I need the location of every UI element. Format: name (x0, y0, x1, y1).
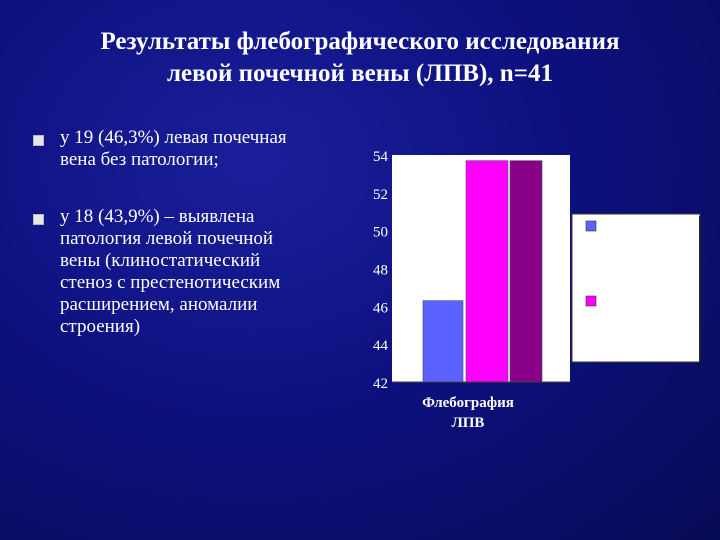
square-bullet-icon (33, 135, 44, 146)
bullet-line: расширением, аномалии (60, 294, 258, 315)
bullet-list: у 19 (46,3%) левая почечная вена без пат… (30, 127, 360, 338)
slide-title: Результаты флебографического исследовани… (40, 26, 680, 90)
bar (422, 300, 464, 383)
y-tick-label: 54 (373, 149, 389, 165)
bar (465, 160, 509, 383)
bullet-line: стеноз с престенотическим (60, 272, 281, 293)
bar (509, 160, 543, 383)
y-tick-label: 44 (373, 338, 389, 354)
y-tick-label: 42 (373, 376, 388, 392)
y-tick-label: 48 (373, 263, 388, 279)
title-line-2: левой почечной вены (ЛПВ), n=41 (167, 60, 553, 87)
bullet-line: строения) (60, 316, 141, 337)
title-line-1: Результаты флебографического исследовани… (100, 28, 620, 55)
y-tick-label: 52 (373, 187, 388, 203)
square-bullet-icon (33, 214, 44, 225)
bullet-line: у 19 (46,3%) левая почечная (60, 127, 287, 148)
bullet-line: вена без патологии; (60, 149, 219, 170)
bullet-item-normal: у 19 (46,3%) левая почечная вена без пат… (30, 127, 360, 171)
bullet-line: патология левой почечной (60, 228, 274, 249)
bullet-item-pathology: у 18 (43,9%) – выявлена патология левой … (30, 206, 360, 338)
legend-box (571, 213, 701, 363)
legend-label: Патология (600, 294, 668, 309)
legend-label: ЛПВ без (600, 219, 653, 234)
legend-swatch (585, 220, 597, 232)
legend-label: стей (600, 253, 627, 268)
legend-label: особенно- (600, 236, 661, 251)
x-category-label: Флебография (422, 395, 514, 411)
bullet-line: у 18 (43,9%) – выявлена (60, 206, 255, 227)
x-category-label: ЛПВ (452, 415, 485, 431)
legend-swatch (585, 295, 597, 307)
y-tick-label: 46 (373, 300, 389, 316)
bullet-line: вены (клиностатический (60, 250, 261, 271)
y-tick-label: 50 (373, 225, 388, 241)
legend-label: ЛПВ (600, 311, 631, 326)
